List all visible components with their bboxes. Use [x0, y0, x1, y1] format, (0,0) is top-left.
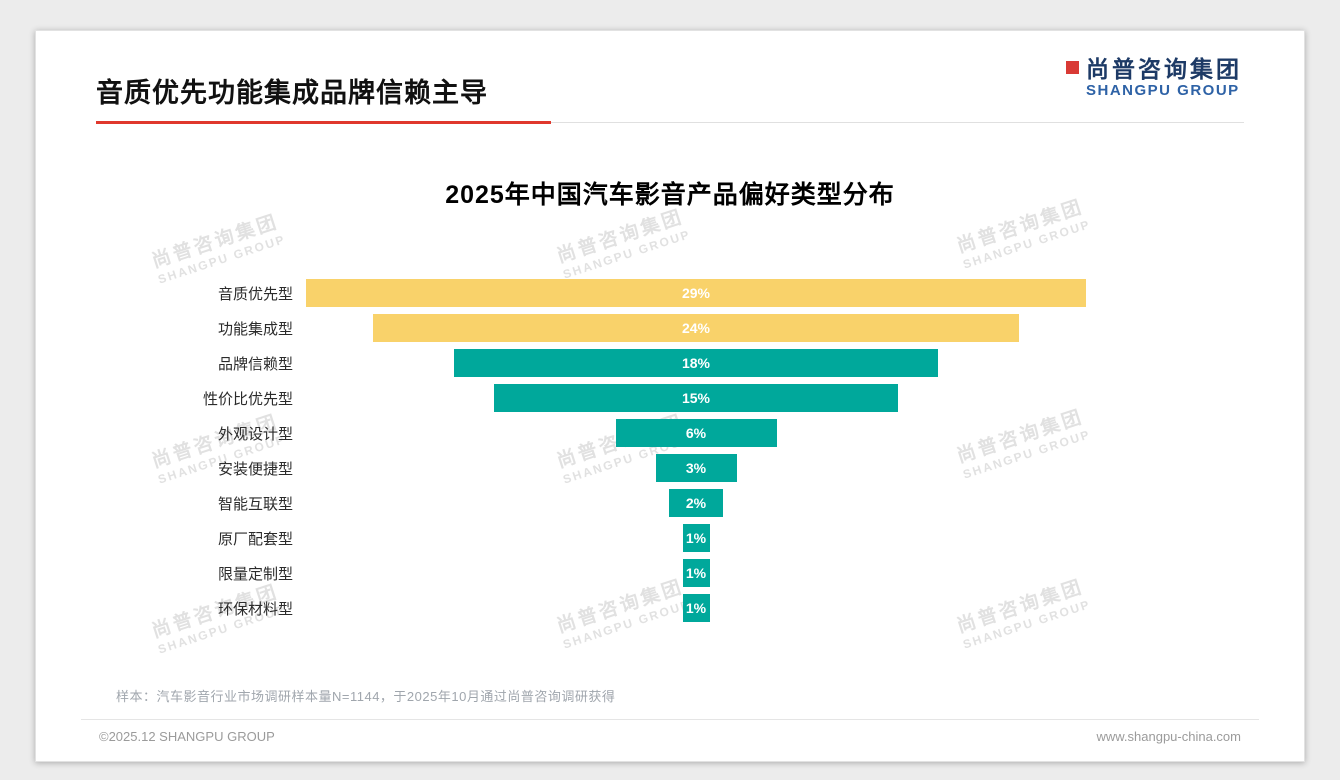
bar-row: 原厂配套型 1% [96, 524, 1304, 552]
bar-value-label: 1% [685, 600, 707, 616]
bar: 1% [682, 524, 710, 552]
bar-zone: 15% [306, 384, 1086, 412]
bar-zone: 1% [306, 524, 1086, 552]
bar-zone: 18% [306, 349, 1086, 377]
bar-value-label: 1% [685, 530, 707, 546]
bar-row: 外观设计型 6% [96, 419, 1304, 447]
bar-zone: 2% [306, 489, 1086, 517]
bar-category-label: 外观设计型 [217, 425, 293, 443]
slide-card: 尚普咨询集团 SHANGPU GROUP 尚普咨询集团 SHANGPU GROUP 尚普… [35, 30, 1305, 762]
title-underline-accent [96, 121, 551, 124]
bar-category-label: 智能互联型 [217, 495, 293, 513]
logo-name-cn: 尚普咨询集团 [1086, 56, 1242, 82]
logo-name-en: SHANGPU GROUP [1086, 82, 1240, 100]
bar-category-label: 安装便捷型 [217, 460, 293, 478]
logo-mark-icon [1066, 61, 1079, 74]
bar-row: 限量定制型 1% [96, 559, 1304, 587]
bar-row: 功能集成型 24% [96, 314, 1304, 342]
bar-value-label: 24% [681, 320, 711, 336]
bar-zone: 6% [306, 419, 1086, 447]
slide-footer: ©2025.12 SHANGPU GROUP www.shangpu-china… [81, 719, 1259, 744]
bar: 2% [669, 489, 723, 517]
bar-value-label: 1% [685, 565, 707, 581]
bar: 18% [454, 349, 938, 377]
bar-category-label: 限量定制型 [217, 565, 293, 583]
bar: 29% [306, 279, 1086, 307]
bar: 24% [373, 314, 1019, 342]
bar-category-label: 音质优先型 [217, 285, 293, 303]
bar-category-label: 性价比优先型 [202, 390, 293, 408]
bar-row: 品牌信赖型 18% [96, 349, 1304, 377]
bar-row: 性价比优先型 15% [96, 384, 1304, 412]
bar-row: 环保材料型 1% [96, 594, 1304, 622]
bar-value-label: 15% [681, 390, 711, 406]
bar-category-label: 原厂配套型 [217, 530, 293, 548]
bar: 1% [682, 559, 710, 587]
footer-url: www.shangpu-china.com [1096, 729, 1241, 744]
bar: 6% [615, 419, 777, 447]
bar-value-label: 6% [685, 425, 707, 441]
bar-row: 音质优先型 29% [96, 279, 1304, 307]
bar-value-label: 2% [685, 495, 707, 511]
bar-value-label: 29% [681, 285, 711, 301]
bar-zone: 1% [306, 559, 1086, 587]
bar-zone: 3% [306, 454, 1086, 482]
bar-row: 安装便捷型 3% [96, 454, 1304, 482]
bar-row: 智能互联型 2% [96, 489, 1304, 517]
bar-value-label: 3% [685, 460, 707, 476]
bar-value-label: 18% [681, 355, 711, 371]
slide-header: 音质优先功能集成品牌信赖主导 尚普咨询集团 SHANGPU GROUP [36, 31, 1304, 110]
chart-title: 2025年中国汽车影音产品偏好类型分布 [445, 181, 895, 209]
bar: 1% [682, 594, 710, 622]
logo-text: 尚普咨询集团 SHANGPU GROUP [1086, 56, 1242, 100]
bar-zone: 24% [306, 314, 1086, 342]
footer-copyright: ©2025.12 SHANGPU GROUP [99, 729, 275, 744]
page-title: 音质优先功能集成品牌信赖主导 [96, 78, 488, 108]
bar-zone: 29% [306, 279, 1086, 307]
bar-category-label: 功能集成型 [217, 320, 293, 338]
slide-content: 音质优先功能集成品牌信赖主导 尚普咨询集团 SHANGPU GROUP 2025… [36, 31, 1304, 761]
title-underline [96, 121, 1244, 124]
bar-chart: 音质优先型 29% 功能集成型 24% 品牌信赖型 18% 性价比优先型 15% 外观设计型 6%… [96, 279, 1304, 622]
company-logo: 尚普咨询集团 SHANGPU GROUP [1066, 56, 1242, 100]
footnote: 样本：汽车影音行业市场调研样本量N=1144，于2025年10月通过尚普咨询调研… [116, 689, 616, 704]
bar: 15% [494, 384, 898, 412]
bar-zone: 1% [306, 594, 1086, 622]
bar-category-label: 环保材料型 [217, 600, 293, 618]
bar-category-label: 品牌信赖型 [217, 355, 293, 373]
bar: 3% [655, 454, 737, 482]
